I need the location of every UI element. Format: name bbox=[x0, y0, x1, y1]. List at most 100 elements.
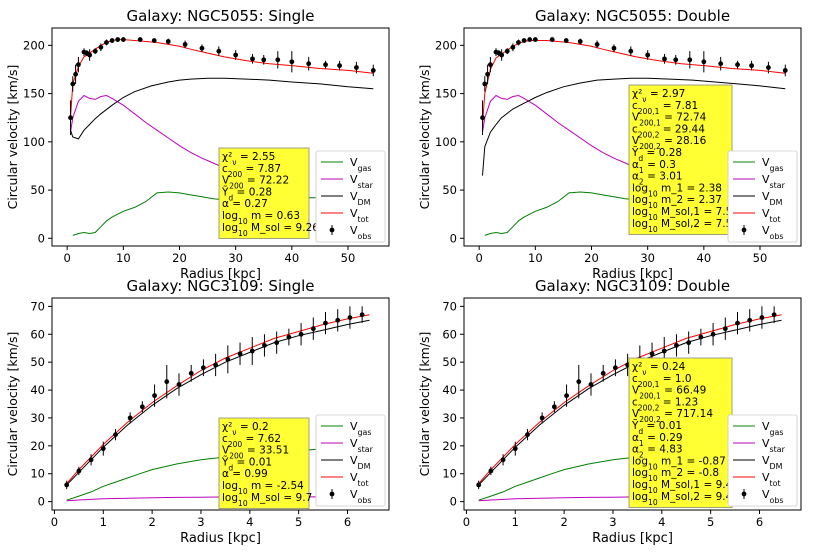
obs-point bbox=[649, 351, 655, 357]
y-tick-label: 30 bbox=[30, 411, 45, 425]
legend-frame bbox=[727, 414, 798, 507]
x-tick-label: 10 bbox=[528, 251, 543, 265]
annotation-line: Ỹd = 0.01 bbox=[221, 455, 272, 472]
obs-point bbox=[275, 57, 281, 63]
obs-point bbox=[673, 57, 679, 63]
y-tick-label: 60 bbox=[30, 327, 45, 341]
x-tick-label: 5 bbox=[295, 515, 302, 529]
legend-label: Vobs bbox=[762, 488, 784, 505]
legend-frame bbox=[315, 150, 386, 243]
obs-point bbox=[611, 45, 617, 51]
obs-point bbox=[337, 63, 342, 69]
y-tick-label: 0 bbox=[450, 231, 457, 245]
legend-label: VDM bbox=[350, 190, 371, 207]
obs-point bbox=[151, 38, 157, 43]
x-tick-label: 30 bbox=[640, 251, 655, 265]
y-axis-label: Circular velocity [km/s] bbox=[5, 65, 20, 210]
y-tick-label: 0 bbox=[38, 495, 45, 509]
obs-point bbox=[298, 331, 304, 337]
obs-point bbox=[225, 356, 231, 362]
obs-point bbox=[687, 57, 693, 63]
annotation-line: χ²ν = 2.97 bbox=[632, 88, 685, 104]
y-tick-label: 0 bbox=[450, 495, 457, 509]
obs-point bbox=[710, 331, 716, 337]
x-tick-label: 1 bbox=[512, 515, 519, 529]
annotation-line: log10 M_sol,1 = 9.46 bbox=[632, 479, 739, 495]
obs-point bbox=[306, 61, 312, 67]
obs-point bbox=[532, 37, 538, 42]
obs-point bbox=[64, 482, 70, 488]
obs-point bbox=[104, 40, 109, 45]
x-tick-label: 0 bbox=[463, 515, 470, 529]
legend-label: Vobs bbox=[350, 224, 372, 241]
annotation-line: α1 = 0.3 bbox=[632, 159, 676, 175]
obs-point bbox=[188, 370, 194, 376]
annotation-line: log10 m = 0.63 bbox=[222, 210, 300, 226]
y-tick-label: 10 bbox=[442, 467, 457, 481]
series-V_obs bbox=[64, 306, 365, 490]
y-tick-label: 20 bbox=[442, 439, 457, 453]
obs-point bbox=[563, 38, 569, 43]
obs-point bbox=[476, 482, 482, 488]
obs-point bbox=[88, 457, 94, 463]
annotation-line: V200 = 33.51 bbox=[222, 445, 289, 461]
series-line-V_tot bbox=[66, 314, 370, 484]
x-tick-label: 20 bbox=[172, 251, 187, 265]
obs-point bbox=[109, 38, 115, 43]
obs-point bbox=[735, 62, 740, 68]
legend-label: VDM bbox=[762, 190, 783, 207]
y-tick-label: 0 bbox=[38, 231, 45, 245]
chart-panel-1: 0 10 20 30 40 50 0 50 100 150 200 Galaxy: NGC5055: … bbox=[5, 7, 390, 282]
x-tick-label: 1 bbox=[100, 515, 107, 529]
obs-point bbox=[674, 343, 679, 348]
series-line-V_star bbox=[70, 94, 253, 179]
legend-label: Vstar bbox=[762, 173, 786, 190]
obs-point bbox=[68, 115, 73, 121]
y-tick-label: 40 bbox=[30, 383, 45, 397]
y-tick-label: 10 bbox=[30, 467, 45, 481]
x-tick-label: 50 bbox=[341, 251, 356, 265]
x-tick-label: 0 bbox=[64, 251, 71, 265]
obs-point bbox=[701, 59, 707, 65]
legend-label: Vstar bbox=[350, 173, 374, 190]
x-tick-label: 40 bbox=[285, 251, 300, 265]
annotation-line: log10 M_sol,2 = 7.54 bbox=[632, 218, 739, 234]
obs-point bbox=[527, 37, 533, 42]
y-tick-label: 20 bbox=[30, 439, 45, 453]
obs-point bbox=[510, 44, 516, 50]
obs-point bbox=[274, 340, 280, 346]
y-tick-label: 50 bbox=[442, 183, 457, 197]
x-axis-label: Radius [kpc] bbox=[592, 267, 673, 282]
obs-point bbox=[747, 317, 753, 323]
x-tick-label: 2 bbox=[560, 515, 567, 529]
legend-frame bbox=[315, 414, 386, 507]
obs-point bbox=[216, 48, 222, 54]
obs-point bbox=[766, 65, 771, 70]
legend-label: Vgas bbox=[762, 156, 784, 173]
chart-panel-2: 0 10 20 30 40 50 0 50 100 150 200 Galaxy: NGC5055: … bbox=[417, 7, 802, 282]
obs-point bbox=[347, 315, 353, 320]
series-line-V_DM bbox=[66, 319, 370, 486]
obs-point bbox=[525, 432, 530, 438]
data-area bbox=[68, 37, 376, 236]
annotation-line: log10 M_sol,1 = 7.54 bbox=[632, 206, 739, 222]
plot-frame bbox=[463, 27, 802, 247]
annotation-line: α1 = 0.29 bbox=[632, 432, 683, 448]
annotation-line: χ²ν = 0.24 bbox=[632, 361, 686, 377]
obs-point bbox=[771, 312, 777, 318]
obs-point bbox=[213, 362, 219, 368]
y-tick-label: 60 bbox=[442, 327, 457, 341]
obs-point bbox=[576, 379, 582, 385]
legend-label: Vgas bbox=[762, 420, 784, 437]
annotation-line: log10 m_1 = 2.38 bbox=[632, 182, 722, 198]
obs-point bbox=[588, 382, 594, 387]
annotation-line: c200,2 = 29.44 bbox=[632, 123, 705, 139]
obs-point bbox=[323, 320, 328, 326]
x-axis-label: Radius [kpc] bbox=[180, 531, 261, 546]
obs-point bbox=[482, 81, 488, 87]
annotation-line: χ²ν = 0.2 bbox=[222, 421, 269, 437]
chart-title: Galaxy: NGC3109: Double bbox=[535, 277, 730, 295]
